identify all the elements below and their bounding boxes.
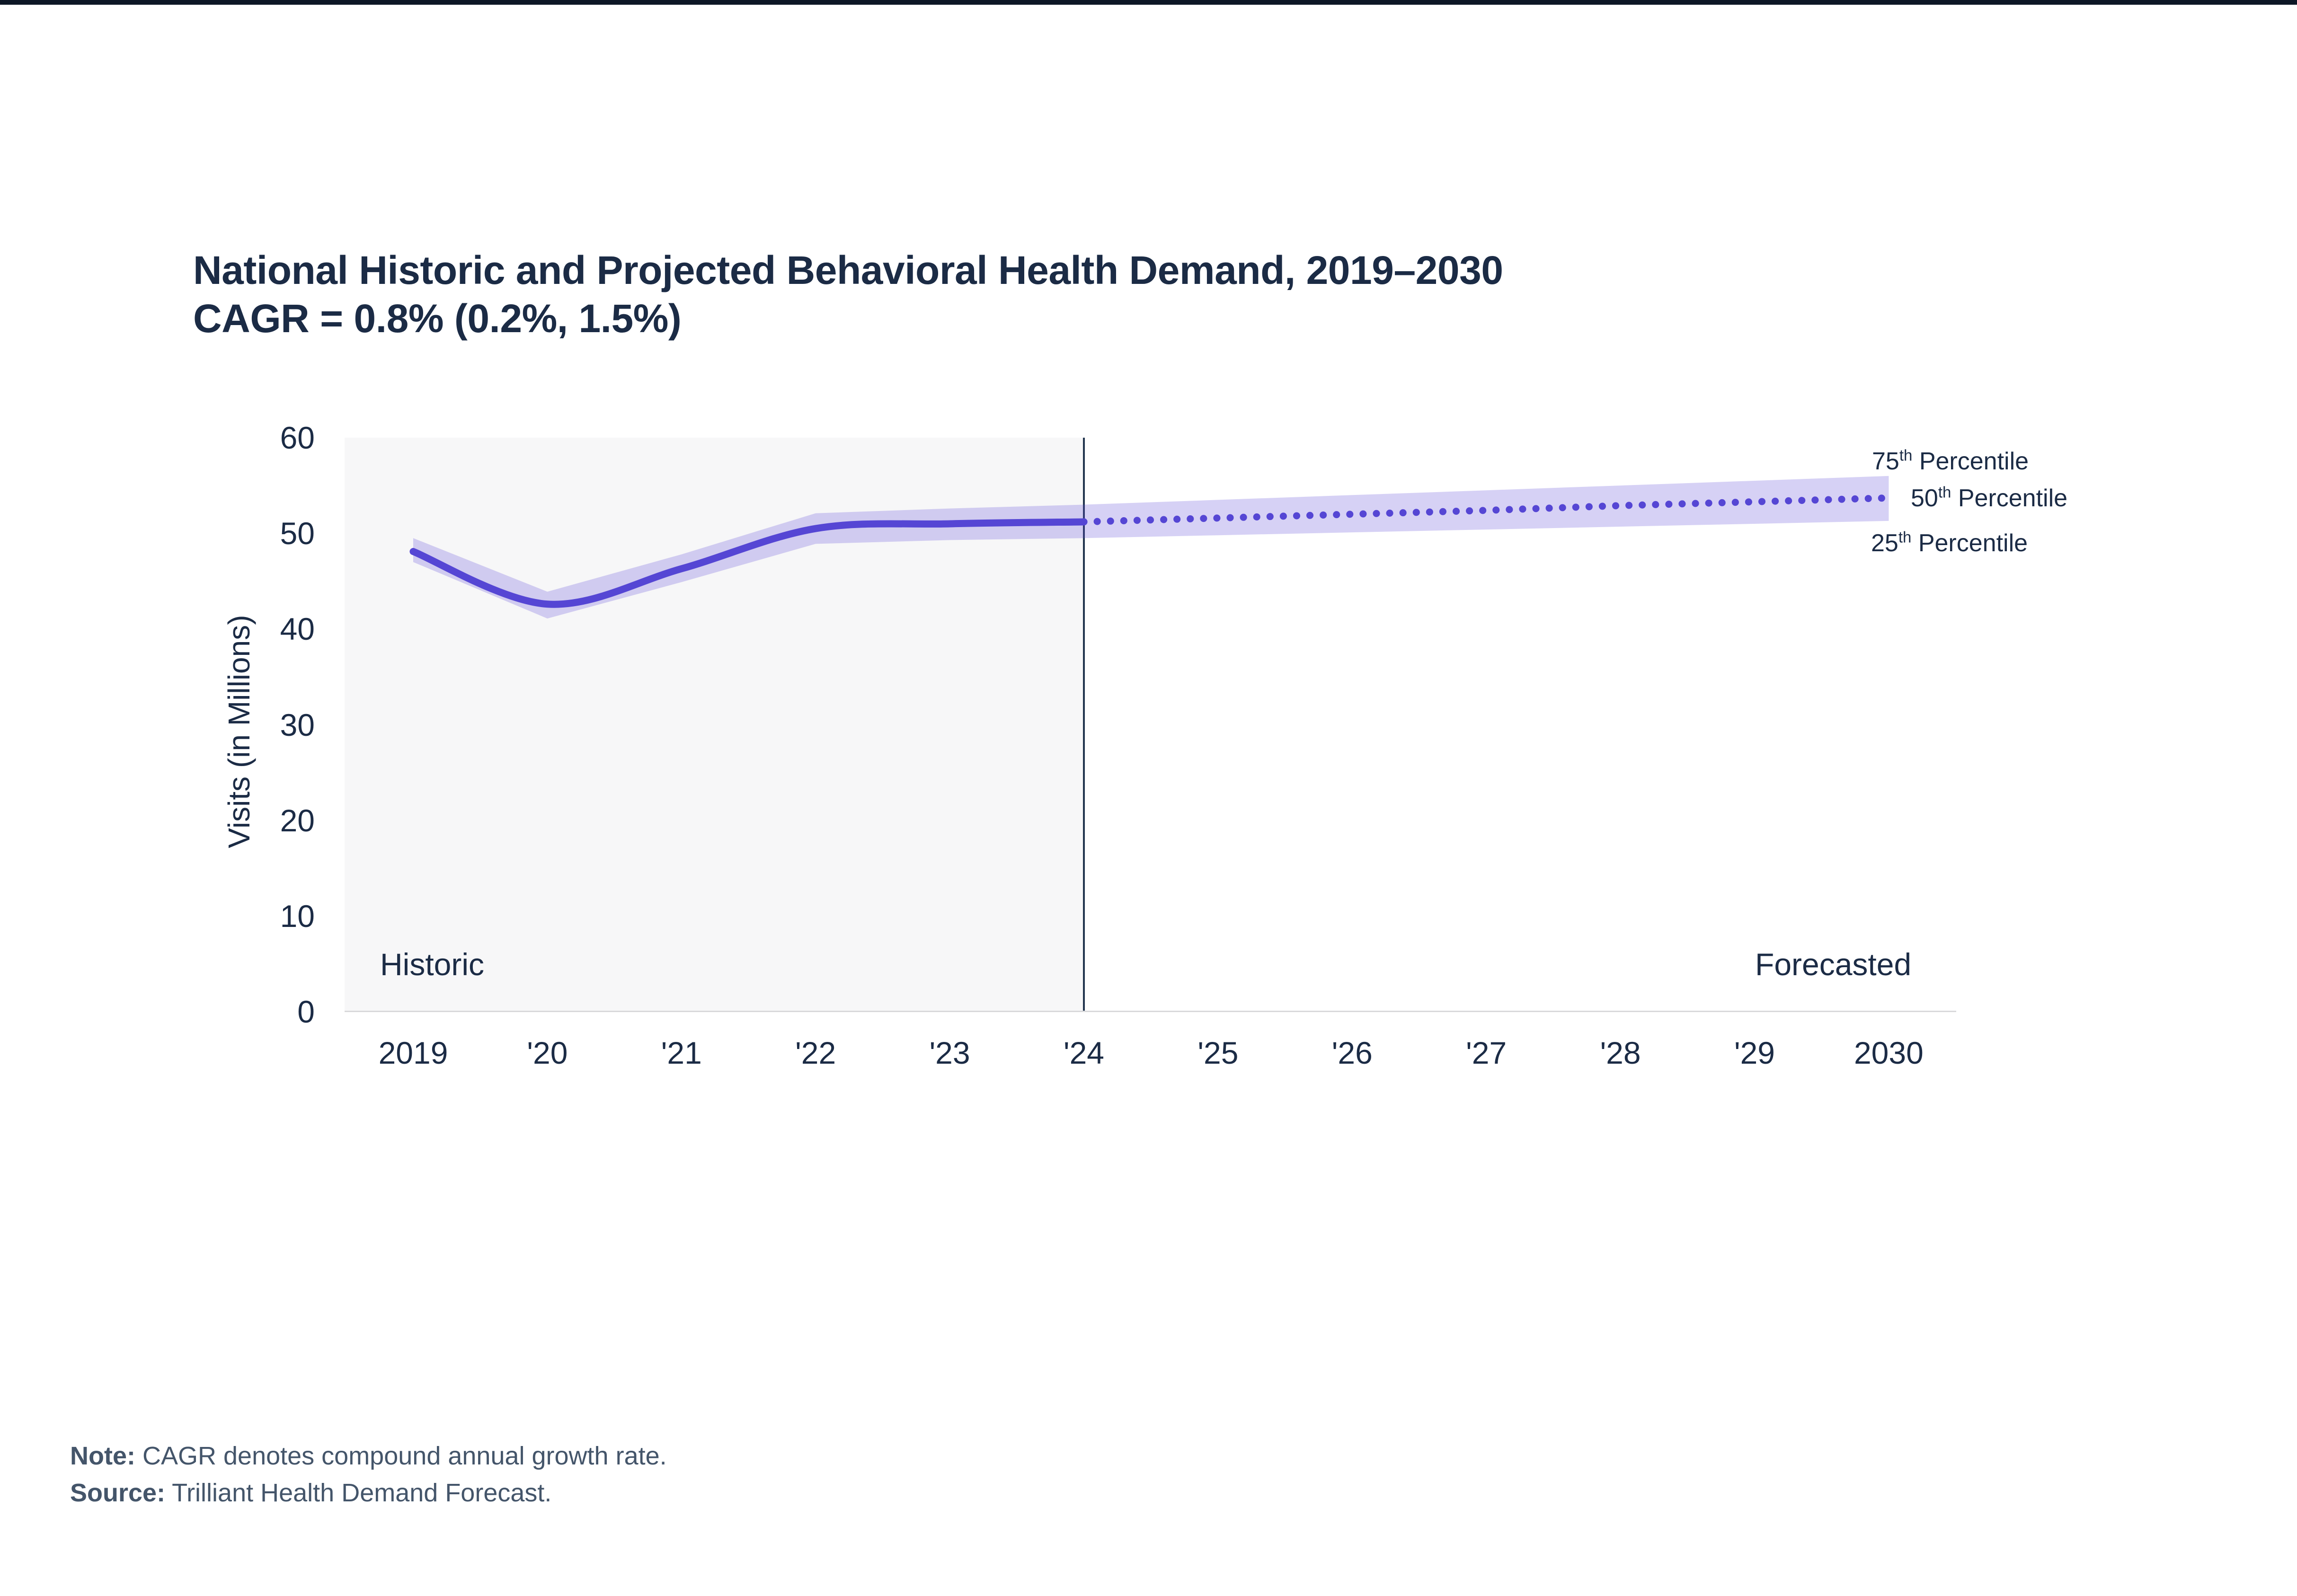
percentile-label-25th: 25th Percentile <box>1871 528 2028 557</box>
historic-region-background <box>345 438 1084 1012</box>
historic-forecast-divider-line <box>1083 438 1085 1012</box>
y-tick-label-40: 40 <box>280 611 315 647</box>
note-label: Note: <box>70 1442 135 1470</box>
x-tick-label-2024: '24 <box>1063 1035 1105 1070</box>
y-tick-label-0: 0 <box>297 994 315 1029</box>
chart-subtitle-cagr: CAGR = 0.8% (0.2%, 1.5%) <box>193 296 682 341</box>
y-tick-label-50: 50 <box>280 516 315 551</box>
source-line: Source: Trilliant Health Demand Forecast… <box>70 1479 552 1507</box>
x-tick-label-2019: 2019 <box>378 1035 448 1070</box>
y-tick-label-20: 20 <box>280 802 315 838</box>
x-tick-label-2028: '28 <box>1600 1035 1641 1070</box>
x-tick-label-2022: '22 <box>795 1035 836 1070</box>
median-line-historic-solid <box>409 518 1088 608</box>
y-tick-label-30: 30 <box>280 707 315 742</box>
x-tick-label-2025: '25 <box>1197 1035 1239 1070</box>
chart-title: National Historic and Projected Behavior… <box>193 248 1503 292</box>
x-tick-label-2029: '29 <box>1734 1035 1775 1070</box>
y-tick-label-60: 60 <box>280 420 315 455</box>
y-tick-label-10: 10 <box>280 898 315 934</box>
chart-title-block: National Historic and Projected Behavior… <box>193 246 1503 343</box>
top-accent-bar <box>0 0 2297 5</box>
x-tick-label-2026: '26 <box>1331 1035 1373 1070</box>
percentile-label-75th: 75th Percentile <box>1872 446 2029 475</box>
x-tick-label-2030: 2030 <box>1854 1035 1924 1070</box>
forecast-region-label: Forecasted <box>1755 947 1912 982</box>
x-axis-baseline <box>345 1011 1956 1012</box>
chart-canvas <box>409 476 1892 619</box>
x-tick-label-2023: '23 <box>929 1035 970 1070</box>
x-tick-label-2020: '20 <box>527 1035 568 1070</box>
source-label: Source: <box>70 1479 166 1507</box>
note-line: Note: CAGR denotes compound annual growt… <box>70 1442 667 1470</box>
percentile-band-25-75 <box>413 476 1889 619</box>
x-tick-label-2027: '27 <box>1466 1035 1507 1070</box>
percentile-label-50th: 50th Percentile <box>1911 483 2068 512</box>
footnote-block: Note: CAGR denotes compound annual growt… <box>70 1437 667 1511</box>
median-line-forecast-dotted <box>1080 494 1892 526</box>
historic-region-label: Historic <box>380 947 485 982</box>
x-tick-label-2021: '21 <box>661 1035 702 1070</box>
